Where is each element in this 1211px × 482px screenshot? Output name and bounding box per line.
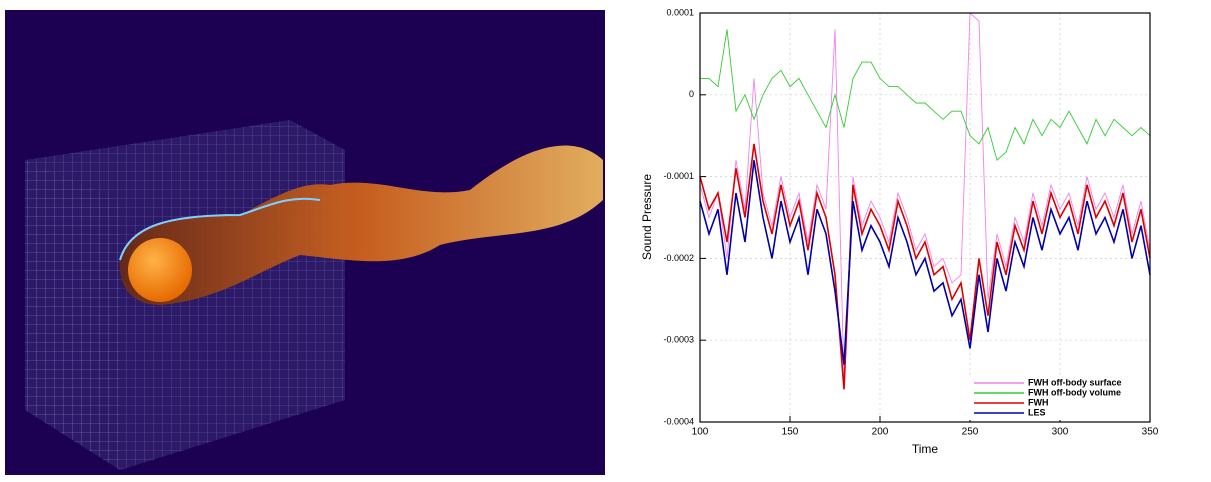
legend-label: FWH (1028, 397, 1049, 407)
x-tick-label: 100 (692, 427, 709, 438)
simulation-render (5, 10, 605, 475)
y-tick-label: -0.0002 (663, 253, 694, 263)
y-tick-label: 0 (689, 89, 694, 99)
legend-label: FWH off-body surface (1028, 377, 1122, 387)
legend-label: FWH off-body volume (1028, 387, 1121, 397)
x-tick-label: 300 (1052, 427, 1069, 438)
x-tick-label: 150 (782, 427, 799, 438)
series-line (699, 160, 1151, 365)
y-tick-label: -0.0004 (663, 416, 694, 426)
series-line (699, 143, 1151, 390)
x-tick-label: 250 (962, 427, 979, 438)
legend-label: LES (1028, 407, 1046, 417)
y-tick-label: -0.0001 (663, 171, 694, 181)
series-line (700, 29, 1151, 162)
plot-frame (699, 12, 1151, 423)
x-tick-label: 200 (872, 427, 889, 438)
y-axis-label: Sound Pressure (640, 174, 654, 260)
y-tick-label: -0.0003 (663, 335, 694, 345)
x-axis-label: Time (912, 442, 939, 456)
y-tick-label: 0.0001 (666, 7, 694, 17)
series-line (699, 12, 1151, 382)
x-tick-label: 350 (1142, 427, 1159, 438)
